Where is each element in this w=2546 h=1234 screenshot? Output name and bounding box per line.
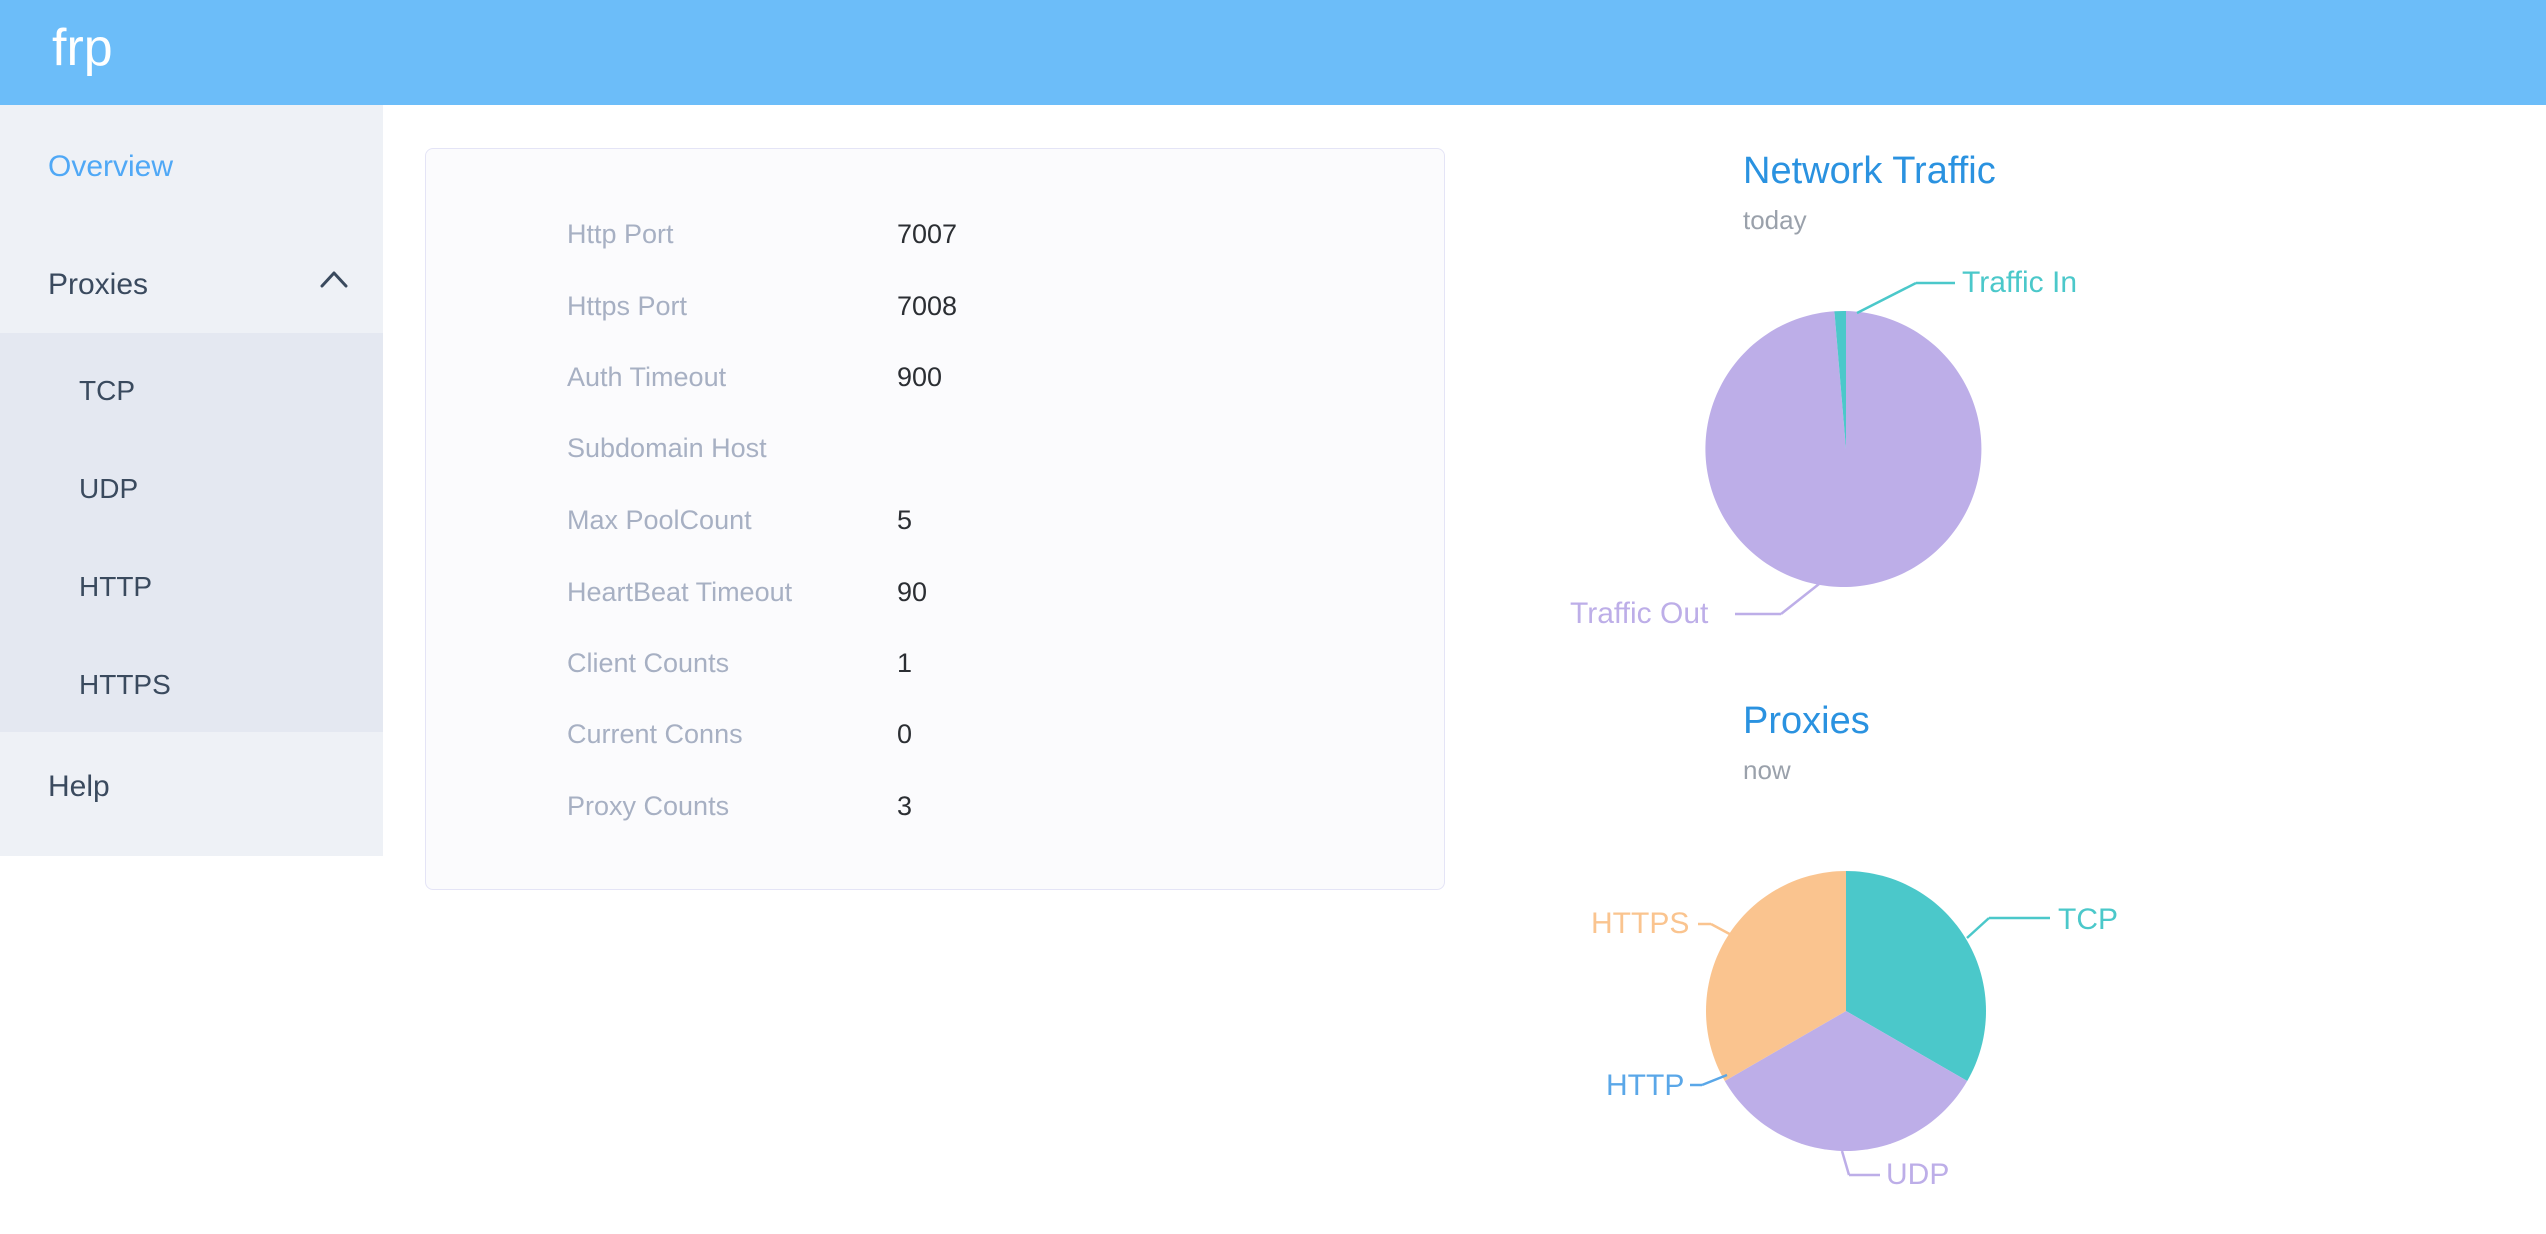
svg-text:HTTPS: HTTPS [1591, 907, 1689, 940]
svg-text:UDP: UDP [1886, 1158, 1949, 1191]
svg-text:HTTP: HTTP [1606, 1069, 1684, 1102]
svg-text:TCP: TCP [2058, 903, 2118, 936]
